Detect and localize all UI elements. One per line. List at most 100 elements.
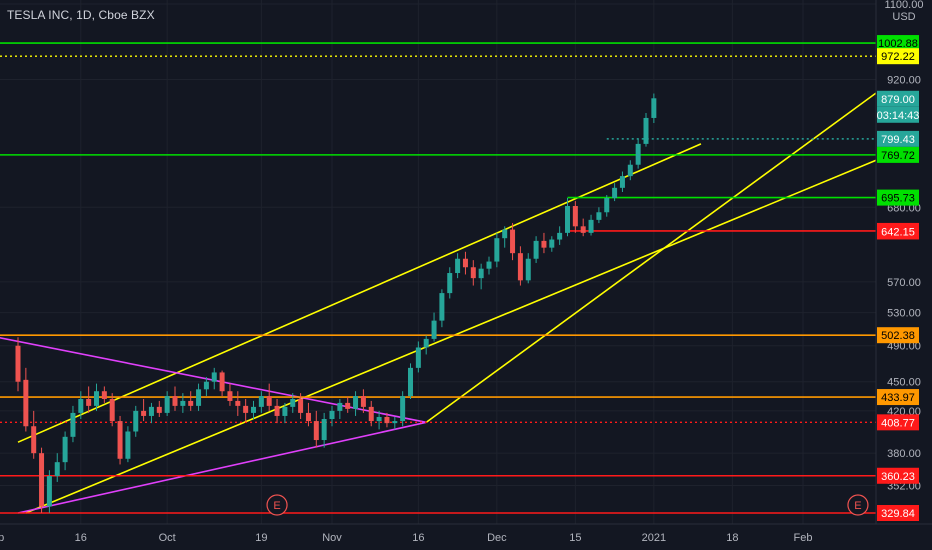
candle-body [298,398,304,413]
trendline [17,421,427,514]
x-tick-label: Feb [794,532,813,544]
candle-body [78,398,84,413]
candle-body [415,347,421,368]
candle-body [423,338,429,348]
event-marker [266,494,288,516]
event-marker [847,494,869,516]
price-badge [877,189,919,206]
event-markers: SEE [266,494,869,516]
x-tick-label: 2021 [642,532,666,544]
candle-body [470,267,476,279]
price-badge [877,130,919,147]
candle-body [305,412,311,422]
countdown-label: 03:14:43 [877,110,920,122]
candle-body [251,406,256,413]
x-tick-label: Dec [487,532,507,544]
price-badge-label: 799.43 [881,134,915,146]
candle-body [494,238,500,262]
y-tick-label: 530.00 [887,308,921,320]
candle-body [290,398,296,407]
candle-body [141,410,147,416]
candle-body [54,462,60,477]
candle-body [23,379,29,427]
countdown-badge [877,106,919,123]
candle-body [15,345,21,382]
time-axis[interactable] [0,524,876,550]
x-tick-label: 15 [569,532,581,544]
x-tick-label: Oct [159,532,176,544]
price-badge [877,90,919,107]
candle-body [188,400,194,406]
candle-body [635,143,641,165]
candle-body [133,410,139,432]
candle-body [360,396,366,407]
candle-body [486,261,492,269]
trendline [17,143,702,443]
candle-body [46,476,52,507]
price-badge [877,223,919,240]
price-badge [877,35,919,52]
y-tick-label: 1100.00 [885,0,924,11]
trendline [25,153,890,514]
price-badge-label: 695.73 [881,193,915,205]
candle-body [274,405,280,416]
x-tick-label: 16 [412,532,424,544]
candle-body [588,219,594,233]
grid [0,0,876,524]
candle-body [266,396,272,406]
candle-body [211,372,217,382]
candle-body [596,212,602,220]
candle-body [353,396,359,409]
y-tick-label: 380.00 [887,448,921,460]
candle-body [117,421,123,459]
candle-body [235,400,241,406]
candle-body [604,198,610,213]
price-badge-label: 879.00 [881,94,915,106]
candle-body [502,229,508,239]
y-tick-label: 570.00 [887,277,921,289]
candle-body [627,164,633,177]
candle-body [203,381,209,390]
candle-body [643,117,649,144]
candle-body [86,398,92,406]
price-badge-label: 433.97 [881,392,915,404]
candle-body [219,372,225,392]
candle-body [517,253,523,281]
currency-label: USD [892,11,915,23]
trendlines [0,51,932,514]
price-badge [877,146,919,163]
candle-body [408,367,413,397]
candle-body [227,391,233,401]
candle-body [651,98,657,118]
x-tick-label: Nov [322,532,342,544]
candle-body [258,396,264,407]
price-badge [877,48,919,65]
candle-body [172,396,178,406]
candle-body [94,391,99,406]
event-marker-label: E [854,500,861,512]
candle-body [368,406,374,422]
candle-body [510,229,516,254]
candle-body [376,416,382,422]
candle-body [329,410,335,420]
candle-body [525,258,531,281]
candle-body [400,396,406,422]
candle-body [541,240,547,248]
price-axis[interactable] [876,0,932,524]
candle-body [572,206,578,227]
price-badge-label: 329.84 [881,508,915,520]
candle-body [109,398,115,422]
price-badge-label: 972.22 [881,51,915,63]
candle-body [619,176,625,188]
price-badge-label: 408.77 [881,417,915,429]
candle-body [282,406,288,416]
candle-body [345,402,351,409]
candle-body [321,419,327,441]
candle-body [101,391,107,399]
candle-body [62,436,68,463]
price-badge-label: 502.38 [881,330,915,342]
x-tick-label: 19 [255,532,267,544]
